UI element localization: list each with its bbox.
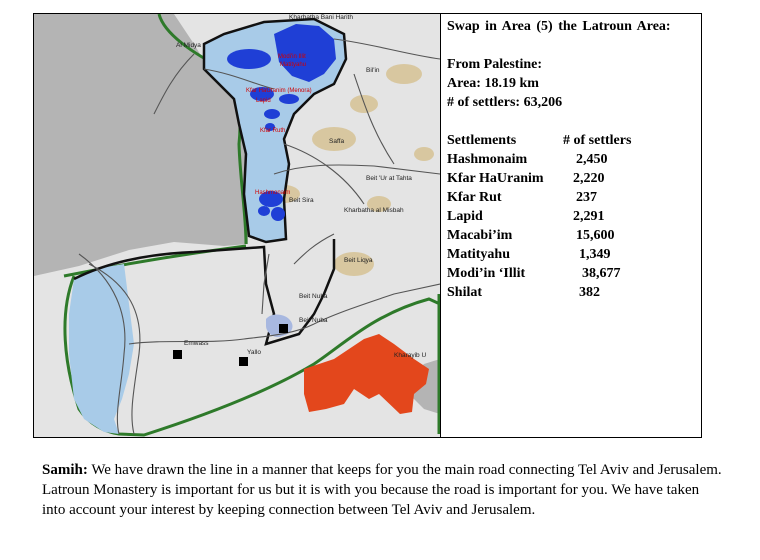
label-modiin-illit: Modi'in Illit — [278, 54, 306, 60]
settlement-name: Matityahu — [447, 247, 510, 262]
settlement-row: Hashmonaim 2,450 — [447, 150, 697, 169]
label-bilin: Bil'in — [366, 67, 380, 74]
settlement-row: Kfar Rut 237 — [447, 188, 697, 207]
settlement-row: Lapid 2,291 — [447, 207, 697, 226]
label-hashmonaim: Hashmonaim — [255, 190, 290, 196]
panel-title: Swap in Area (5) the Latroun Area: — [447, 19, 671, 34]
label-lapid: Lapid — [256, 98, 271, 104]
label-kharbatha-misbah: Kharbatha al Misbah — [344, 207, 404, 214]
settlement-row: Modi’in ‘Illit 38,677 — [447, 264, 697, 283]
settlements-header: Settlements # of settlers — [447, 131, 697, 150]
label-beit-nuba-1: Beit Nuba — [299, 293, 328, 300]
label-beit-sira: Beit Sira — [289, 197, 314, 204]
settlers-total: # of settlers: 63,206 — [447, 95, 563, 110]
settlement-name: Shilat — [447, 285, 483, 300]
settlement-settlers: 2,291 — [573, 209, 605, 224]
settlement-row: Macabi’im 15,600 — [447, 226, 697, 245]
settlement-settlers: 237 — [576, 190, 597, 205]
label-kharayib: Kharayib U — [394, 352, 426, 359]
green-line-south — [63, 275, 440, 437]
village-marker-beit-nuba — [279, 324, 288, 333]
label-beit-nuba-2: Beit Nuba — [299, 317, 328, 324]
settlement-name: Lapid — [447, 209, 483, 224]
settlements-column-header: Settlements — [447, 133, 517, 148]
quote-speaker: Samih: — [42, 462, 88, 478]
from-label: From Palestine: — [447, 57, 542, 72]
label-al-midya: Al Midya — [176, 42, 201, 49]
label-kfar-hauranim: Kfar HaUranim (Menora) — [246, 88, 312, 94]
label-beit-ur: Beit 'Ur at Tahta — [366, 175, 412, 182]
label-yallo: Yallo — [247, 349, 261, 356]
swap-area-south — [69, 264, 134, 434]
label-kharbatha-top: Kharbatha Bani Harith — [289, 14, 353, 21]
village-marker-yallo — [239, 357, 248, 366]
settlers-column-header: # of settlers — [563, 133, 632, 148]
village-marker-emwass — [173, 350, 182, 359]
settlement-blocks — [227, 24, 336, 221]
settlement-name: Modi’in ‘Illit — [447, 266, 526, 281]
settlement-row: Kfar HaUranim 2,220 — [447, 169, 697, 188]
area-value: Area: 18.19 km — [447, 76, 539, 91]
roads — [78, 38, 440, 435]
settlement-row: Matityahu 1,349 — [447, 245, 697, 264]
quote-paragraph: Samih: We have drawn the line in a manne… — [42, 460, 722, 520]
document-frame: Kharbatha Bani Harith Al Midya Bil'in Sa… — [33, 13, 702, 438]
settlement-settlers: 2,220 — [573, 171, 605, 186]
israel-area — [34, 14, 249, 276]
red-area — [304, 334, 429, 414]
quote-text: We have drawn the line in a manner that … — [42, 462, 722, 518]
label-emwass: Emwass — [184, 340, 209, 347]
info-panel: Swap in Area (5) the Latroun Area: From … — [447, 17, 697, 432]
label-matityahu: Matityahu — [280, 62, 306, 68]
map-panel: Kharbatha Bani Harith Al Midya Bil'in Sa… — [34, 14, 441, 437]
map-figure: Kharbatha Bani Harith Al Midya Bil'in Sa… — [34, 14, 440, 437]
label-beit-liqya: Beit Liqya — [344, 257, 373, 264]
label-saffa: Saffa — [329, 138, 344, 145]
settlement-name: Hashmonaim — [447, 152, 528, 167]
settlement-name: Macabi’im — [447, 228, 513, 243]
settlement-settlers: 382 — [579, 285, 600, 300]
settlement-settlers: 15,600 — [576, 228, 615, 243]
settlement-name: Kfar HaUranim — [447, 171, 544, 186]
settlement-row: Shilat 382 — [447, 283, 697, 302]
settlement-name: Kfar Rut — [447, 190, 502, 205]
settlement-settlers: 1,349 — [579, 247, 611, 262]
settlement-settlers: 2,450 — [576, 152, 608, 167]
label-kfar-ruth: Kfar Ruth — [260, 128, 285, 134]
settlement-settlers: 38,677 — [582, 266, 621, 281]
